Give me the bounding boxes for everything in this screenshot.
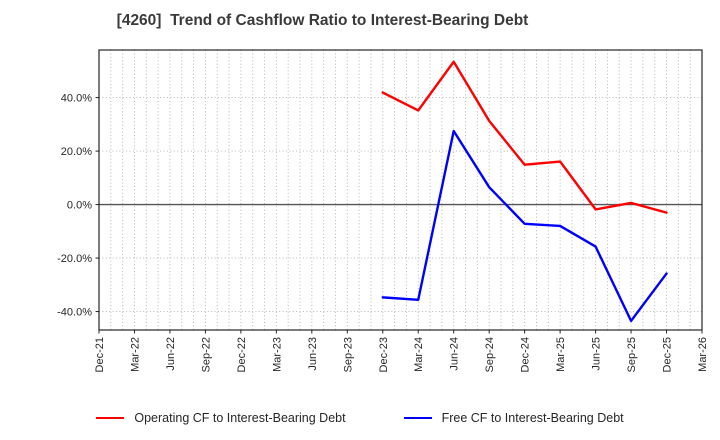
series-line — [381, 60, 668, 214]
plot-border — [98, 49, 703, 331]
red-line-swatch-icon — [96, 417, 125, 419]
x-tick-label: Sep-22 — [200, 337, 212, 372]
y-tick-label: 20.0% — [61, 146, 92, 158]
x-tick-label: Mar-22 — [129, 337, 141, 372]
legend-label-operating-cf: Operating CF to Interest-Bearing Debt — [134, 411, 346, 425]
y-tick-label: 0.0% — [67, 200, 92, 212]
chart-legend: Operating CF to Interest-Bearing Debt Fr… — [0, 403, 720, 433]
y-tick-label: 40.0% — [61, 93, 92, 105]
x-tick-label: Dec-24 — [520, 337, 532, 372]
chart-title: [4260] Trend of Cashflow Ratio to Intere… — [116, 12, 529, 29]
x-tick-label: Jun-22 — [165, 337, 177, 371]
x-tick-label: Dec-22 — [236, 337, 248, 372]
x-tick-label: Jun-23 — [307, 337, 319, 371]
x-tick-label: Sep-24 — [484, 337, 496, 372]
legend-item-operating-cf: Operating CF to Interest-Bearing Debt — [96, 411, 346, 425]
blue-line-swatch-icon — [403, 417, 432, 419]
axis-tick-labels: 40.0% 20.0% 0.0% -20.0% -40.0% Dec-21 Mar-22 Ju… — [57, 93, 709, 373]
x-tick-label: Dec-23 — [378, 337, 390, 372]
legend-label-free-cf: Free CF to Interest-Bearing Debt — [441, 411, 624, 425]
series-line — [381, 129, 668, 323]
x-tick-label: Mar-26 — [697, 337, 709, 372]
axes — [95, 49, 703, 334]
x-tick-label: Dec-21 — [94, 337, 106, 372]
grid-lines — [99, 50, 702, 330]
x-tick-label: Sep-25 — [626, 337, 638, 372]
legend-item-free-cf: Free CF to Interest-Bearing Debt — [403, 411, 624, 425]
x-tick-label: Mar-25 — [555, 337, 567, 372]
x-tick-label: Mar-23 — [271, 337, 283, 372]
y-tick-label: -20.0% — [57, 253, 92, 265]
y-tick-label: -40.0% — [57, 307, 92, 319]
data-series-lines — [381, 60, 668, 323]
x-tick-label: Sep-23 — [342, 337, 354, 372]
x-tick-label: Mar-24 — [413, 337, 425, 372]
x-tick-label: Dec-25 — [662, 337, 674, 372]
x-tick-label: Jun-25 — [591, 337, 603, 371]
x-tick-label: Jun-24 — [449, 337, 461, 371]
cashflow-ratio-chart: 40.0% 20.0% 0.0% -20.0% -40.0% Dec-21 Mar-22 Ju… — [57, 49, 709, 373]
